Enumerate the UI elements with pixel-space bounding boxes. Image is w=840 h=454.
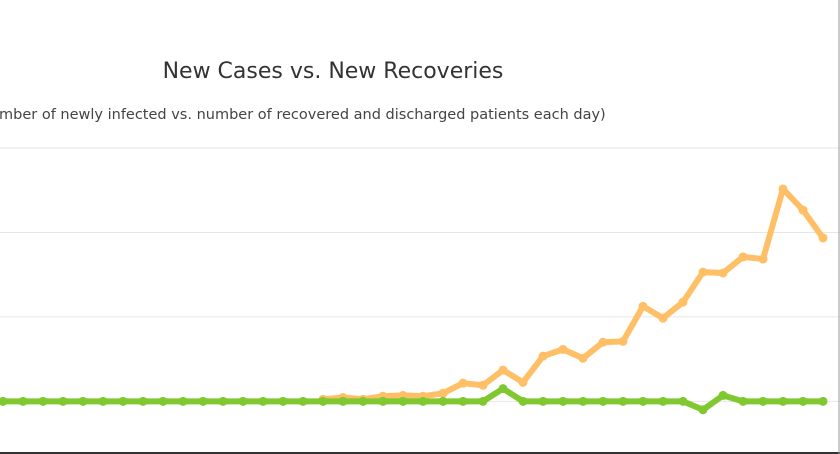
- data-point: [698, 267, 708, 277]
- data-point: [158, 396, 168, 406]
- data-point: [498, 365, 508, 375]
- data-point: [518, 377, 528, 387]
- data-point: [798, 396, 808, 406]
- data-point: [558, 396, 568, 406]
- data-point: [678, 396, 688, 406]
- data-point: [438, 388, 448, 398]
- data-point: [698, 405, 708, 415]
- data-point: [738, 396, 748, 406]
- data-point: [298, 396, 308, 406]
- data-point: [558, 344, 568, 354]
- data-point: [238, 396, 248, 406]
- data-point: [58, 396, 68, 406]
- data-point: [18, 396, 28, 406]
- data-point: [98, 396, 108, 406]
- data-point: [138, 396, 148, 406]
- data-point: [118, 396, 128, 406]
- data-point: [618, 336, 628, 346]
- data-point: [618, 396, 628, 406]
- data-point: [778, 396, 788, 406]
- data-point: [678, 297, 688, 307]
- data-point: [458, 378, 468, 388]
- data-point: [478, 396, 488, 406]
- data-point: [718, 268, 728, 278]
- data-point: [518, 396, 528, 406]
- data-point: [258, 396, 268, 406]
- data-point: [538, 396, 548, 406]
- data-point: [178, 396, 188, 406]
- data-point: [538, 351, 548, 361]
- data-point: [438, 396, 448, 406]
- data-point: [338, 396, 348, 406]
- data-point: [458, 396, 468, 406]
- data-point: [738, 252, 748, 262]
- chart-title: New Cases vs. New Recoveries: [163, 59, 504, 84]
- data-point: [38, 396, 48, 406]
- chart-subtitle: mber of newly infected vs. number of rec…: [0, 107, 606, 123]
- data-point: [0, 396, 8, 406]
- data-point: [658, 313, 668, 323]
- data-point: [778, 184, 788, 194]
- data-point: [818, 233, 828, 243]
- data-point: [658, 396, 668, 406]
- data-point: [818, 396, 828, 406]
- data-point: [418, 396, 428, 406]
- data-point: [318, 396, 328, 406]
- data-point: [598, 396, 608, 406]
- data-point: [798, 205, 808, 215]
- data-point: [758, 254, 768, 264]
- data-point: [498, 384, 508, 394]
- data-point: [218, 396, 228, 406]
- data-point: [378, 396, 388, 406]
- data-point: [198, 396, 208, 406]
- data-point: [358, 396, 368, 406]
- data-point: [78, 396, 88, 406]
- plot-area: [0, 147, 840, 415]
- data-point: [398, 396, 408, 406]
- data-point: [278, 396, 288, 406]
- data-point: [578, 396, 588, 406]
- data-point: [638, 396, 648, 406]
- data-point: [638, 301, 648, 311]
- data-point: [758, 396, 768, 406]
- data-point: [578, 353, 588, 363]
- data-point: [478, 380, 488, 390]
- data-point: [598, 337, 608, 347]
- data-point: [718, 390, 728, 400]
